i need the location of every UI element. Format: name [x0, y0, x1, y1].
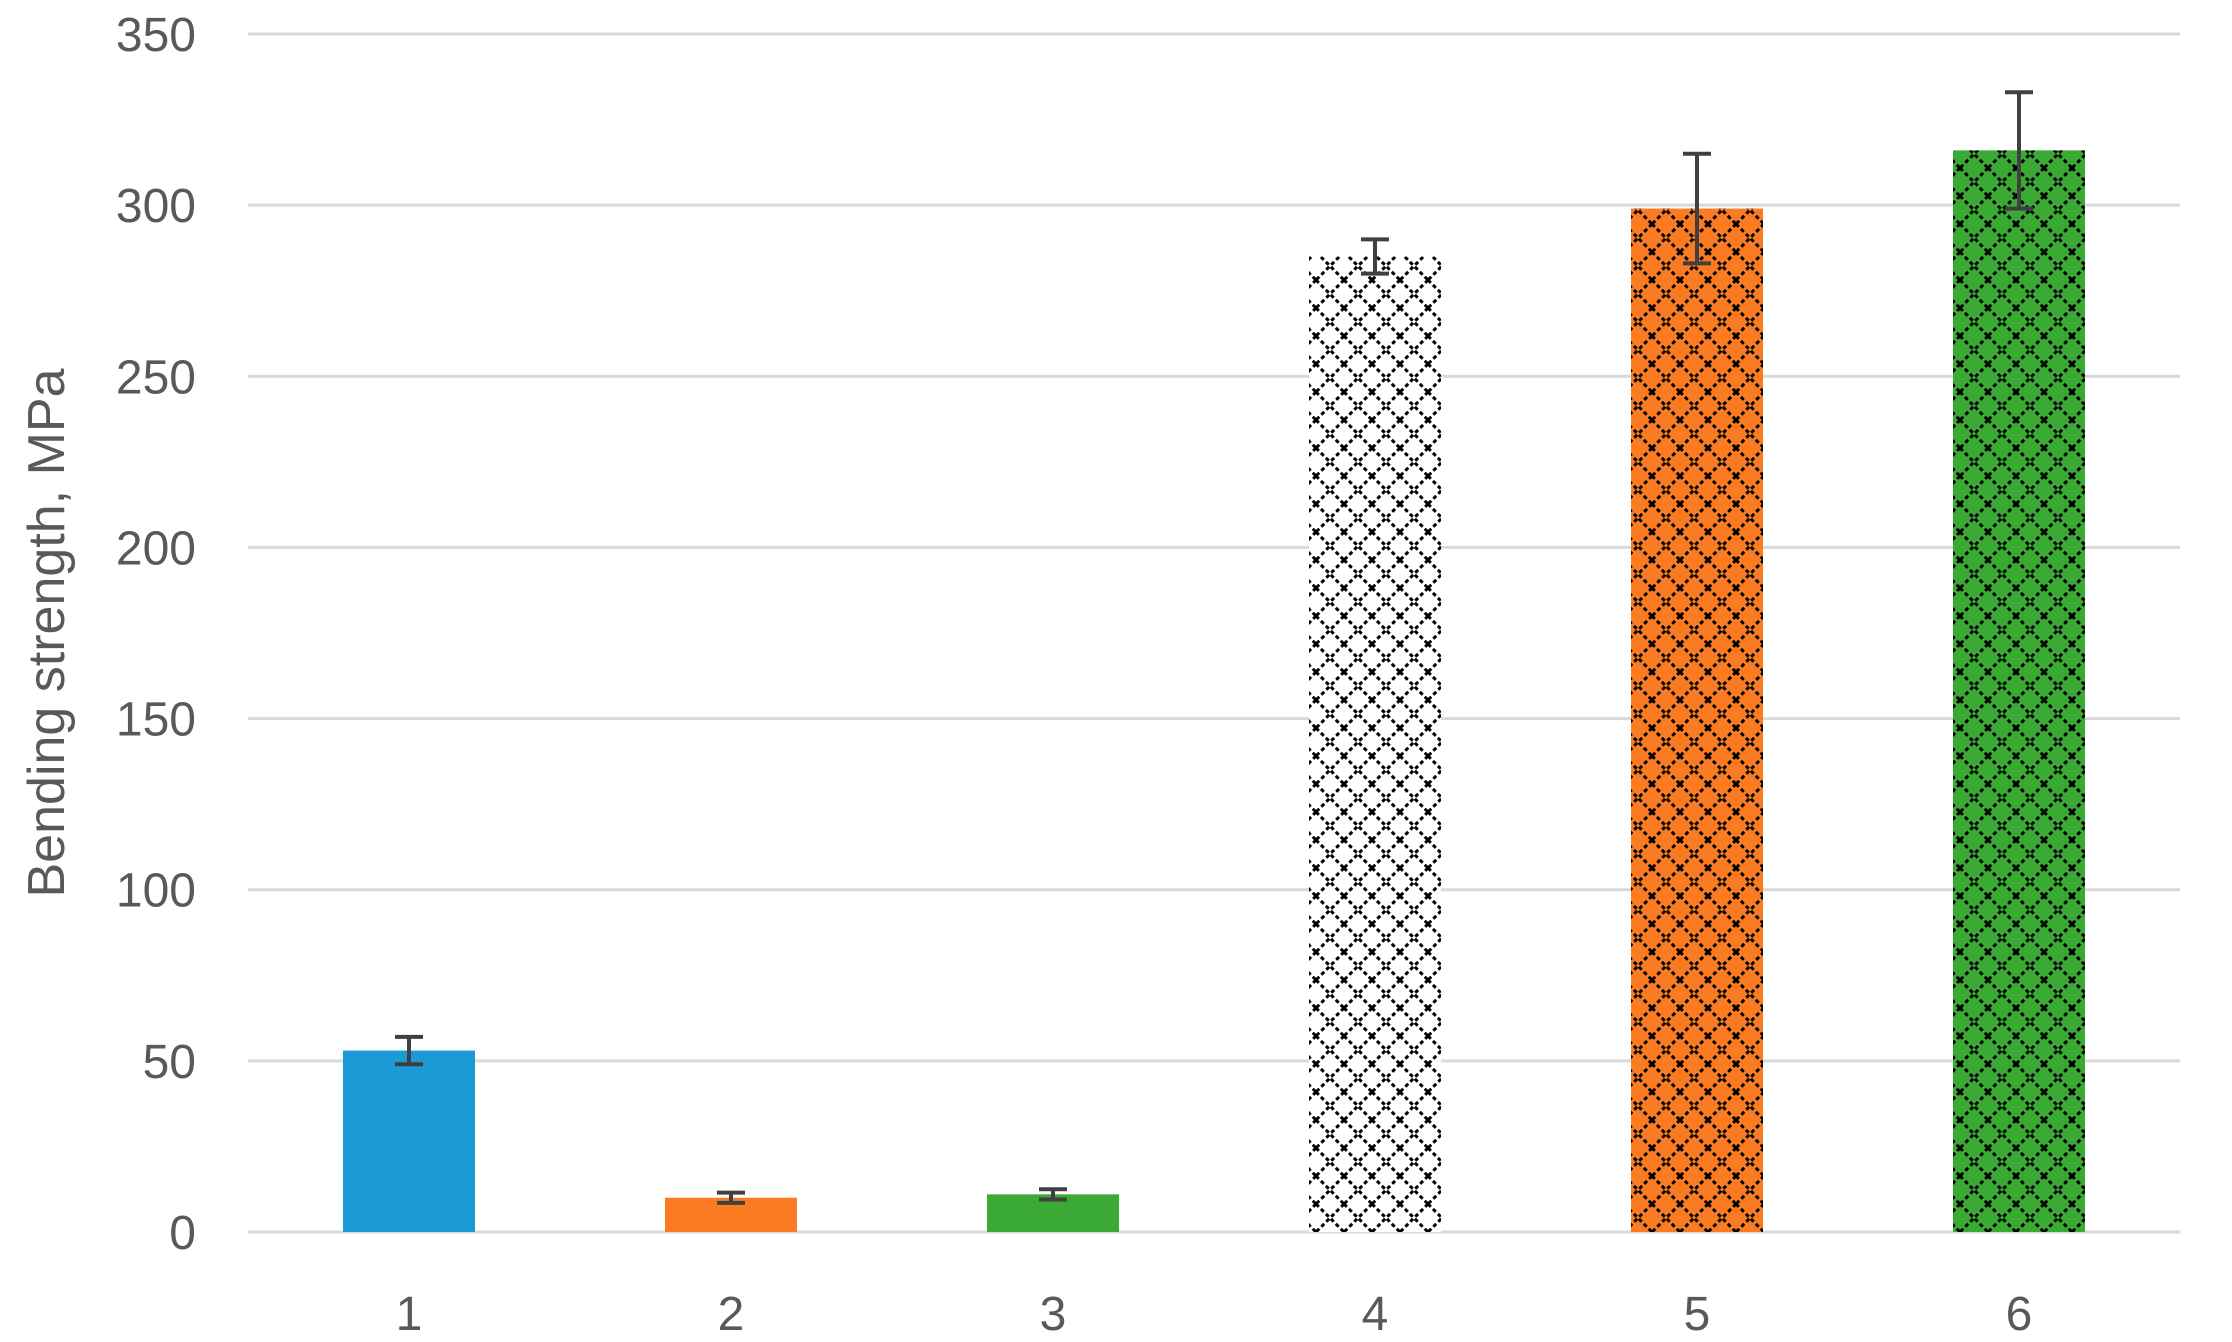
error-bar-1 — [395, 1034, 423, 1067]
error-bar-6 — [2005, 90, 2033, 211]
error-bars — [395, 90, 2033, 1205]
bar-5 — [1631, 208, 1763, 1232]
bars — [343, 150, 2085, 1232]
error-bar-3 — [1039, 1187, 1067, 1202]
y-tick-label: 100 — [116, 865, 196, 918]
error-bar-4 — [1361, 237, 1389, 276]
y-tick-label: 350 — [116, 9, 196, 62]
y-tick-label: 0 — [169, 1207, 196, 1260]
error-bar-5 — [1683, 151, 1711, 266]
x-tick-label: 3 — [1040, 1288, 1067, 1341]
bar-6 — [1953, 150, 2085, 1232]
bar-1 — [343, 1050, 475, 1232]
bar-4 — [1309, 256, 1441, 1232]
y-tick-label: 200 — [116, 522, 196, 575]
y-axis-title: Bending strength, MPa — [18, 368, 76, 897]
x-axis-ticks: 1 2 3 4 5 6 — [396, 1288, 2033, 1341]
y-tick-label: 50 — [143, 1036, 196, 1089]
y-tick-label: 300 — [116, 180, 196, 233]
y-axis-ticks: 0 50 100 150 200 250 300 350 — [116, 9, 196, 1260]
x-tick-label: 5 — [1684, 1288, 1711, 1341]
x-tick-label: 2 — [718, 1288, 745, 1341]
y-tick-label: 250 — [116, 351, 196, 404]
x-tick-label: 4 — [1362, 1288, 1389, 1341]
error-bar-2 — [717, 1190, 745, 1205]
x-tick-label: 6 — [2006, 1288, 2033, 1341]
x-tick-label: 1 — [396, 1288, 423, 1341]
gridlines — [248, 32, 2180, 1234]
y-tick-label: 150 — [116, 694, 196, 747]
